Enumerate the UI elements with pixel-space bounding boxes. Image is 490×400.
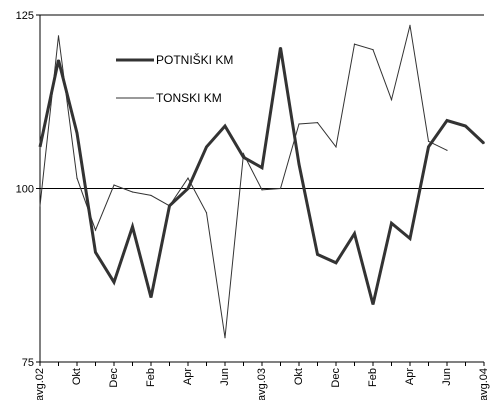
legend: POTNIŠKI KM TONSKI KM [116, 52, 233, 105]
data-point [335, 146, 337, 148]
data-point [409, 24, 411, 27]
y-tick-label: 100 [16, 184, 34, 196]
data-point [205, 146, 208, 148]
y-ticks: 75 100 125 [16, 10, 40, 369]
data-point [353, 43, 356, 45]
data-point [39, 146, 41, 148]
x-tick-label: Jun [219, 368, 231, 386]
data-point [279, 187, 282, 190]
data-point [279, 47, 282, 49]
data-point [483, 142, 485, 144]
x-tick-label: avg.02 [34, 368, 46, 400]
data-point [446, 149, 448, 151]
data-point [372, 303, 374, 305]
data-point [298, 123, 300, 125]
data-point [372, 49, 374, 51]
data-point [390, 99, 393, 101]
data-point [39, 205, 41, 207]
data-point [446, 119, 448, 122]
x-tick-label: Feb [367, 368, 379, 387]
y-tick-label: 75 [22, 357, 34, 369]
data-point [427, 140, 430, 142]
data-point [150, 296, 152, 299]
data-point [261, 167, 263, 169]
data-point [76, 132, 78, 134]
data-point [131, 226, 134, 228]
data-point [57, 59, 60, 61]
x-tick-label: Jun [441, 368, 453, 386]
series-line-2 [39, 25, 448, 338]
series-layer [38, 24, 486, 339]
data-point [187, 187, 189, 190]
data-point [131, 191, 134, 193]
data-point [409, 237, 411, 240]
data-point [168, 205, 171, 207]
data-point [113, 281, 115, 283]
x-ticks: avg.02 Okt Dec Feb Apr Jun avg.03 Okt Dec Feb Apr J… [34, 362, 490, 400]
series-line-1 [38, 47, 486, 305]
x-tick-label: avg.03 [256, 368, 268, 400]
data-point [316, 253, 319, 256]
data-point [242, 153, 245, 155]
data-point [261, 189, 263, 191]
data-point [353, 233, 356, 235]
data-point [335, 262, 337, 264]
x-tick-label: Okt [293, 368, 305, 385]
data-point [427, 146, 430, 148]
x-tick-label: avg.04 [478, 368, 490, 400]
data-point [150, 194, 152, 197]
x-tick-label: Feb [145, 368, 157, 387]
data-point [205, 212, 208, 214]
data-point [464, 125, 467, 127]
legend-label: TONSKI KM [156, 91, 222, 105]
x-tick-label: Apr [182, 368, 194, 385]
data-point [224, 125, 226, 127]
data-point [224, 337, 226, 339]
y-tick-label: 125 [16, 10, 34, 22]
x-tick-label: Okt [71, 368, 83, 385]
x-tick-label: Dec [330, 368, 342, 388]
legend-label: POTNIŠKI KM [156, 52, 233, 67]
data-point [316, 121, 319, 124]
data-point [57, 35, 60, 37]
data-point [94, 229, 97, 231]
data-point [94, 251, 97, 253]
x-tick-label: Apr [404, 368, 416, 385]
data-point [298, 163, 300, 165]
data-point [187, 177, 189, 179]
x-tick-label: Dec [108, 368, 120, 388]
data-point [390, 222, 393, 224]
data-point [113, 184, 115, 186]
data-point [76, 177, 78, 179]
